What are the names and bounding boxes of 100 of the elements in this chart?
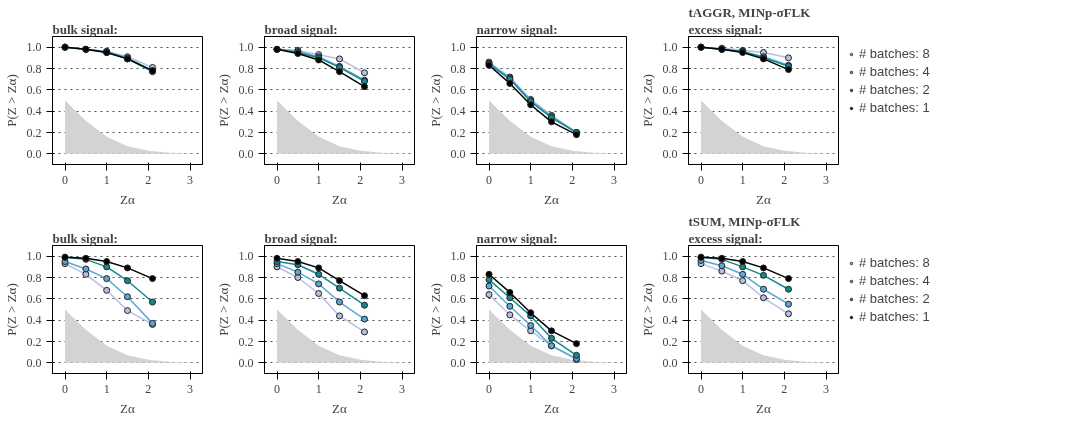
x-tick-label: 3: [611, 381, 617, 396]
y-tick-label: 0.0: [450, 146, 466, 161]
y-tick-label: 0.4: [662, 104, 678, 119]
legend-label: # batches: 1: [859, 100, 930, 115]
x-tick-label: 0: [62, 381, 68, 396]
y-tick-label: 0.4: [238, 104, 254, 119]
x-tick-label: 2: [781, 381, 788, 396]
chart-title: tAGGR, MINp-σFLK: [688, 4, 812, 20]
x-tick-label: 0: [62, 172, 68, 187]
y-tick-label: 0.8: [26, 61, 42, 76]
chart-title: broad signal:: [264, 230, 338, 246]
x-axis-title: Zα: [544, 400, 560, 416]
y-tick-label: 0.2: [450, 334, 466, 349]
x-tick-label: 1: [315, 172, 322, 187]
x-tick-label: 1: [103, 172, 110, 187]
x-axis-title: Zα: [756, 191, 772, 207]
y-tick-label: 0.6: [26, 291, 42, 306]
y-tick-label: 1.0: [238, 249, 254, 264]
chart-title: bulk signal:: [52, 21, 118, 37]
x-tick-label: 2: [357, 381, 364, 396]
y-tick-label: 0.6: [450, 291, 466, 306]
x-tick-label: 0: [698, 381, 704, 396]
chart-subtitle: excess signal:: [688, 21, 763, 37]
y-tick-label: 0.8: [450, 270, 466, 285]
chart-subtitle: excess signal:: [688, 230, 763, 246]
x-tick-label: 2: [781, 172, 788, 187]
y-tick-label: 0.6: [662, 82, 678, 97]
y-tick-label: 1.0: [450, 249, 466, 264]
y-tick-label: 1.0: [238, 40, 254, 55]
x-tick-label: 3: [187, 381, 193, 396]
x-tick-label: 1: [103, 381, 110, 396]
y-tick-label: 0.0: [662, 355, 678, 370]
legend-label: # batches: 4: [859, 273, 930, 288]
x-tick-label: 0: [274, 381, 280, 396]
y-tick-label: 0.4: [450, 313, 466, 328]
x-tick-label: 3: [399, 381, 405, 396]
x-tick-label: 0: [274, 172, 280, 187]
y-tick-label: 0.0: [238, 146, 254, 161]
y-tick-label: 0.2: [662, 125, 678, 140]
y-tick-label: 0.4: [26, 104, 42, 119]
legend-label: # batches: 2: [859, 82, 930, 97]
y-tick-label: 0.6: [26, 82, 42, 97]
chart-title: narrow signal:: [476, 230, 558, 246]
y-tick-label: 0.2: [26, 334, 42, 349]
x-tick-label: 0: [486, 172, 492, 187]
x-tick-label: 3: [611, 172, 617, 187]
y-axis-title: P(Z > Zα): [3, 283, 19, 336]
x-tick-label: 3: [823, 172, 829, 187]
legend-label: # batches: 2: [859, 291, 930, 306]
x-axis-title: Zα: [120, 191, 136, 207]
x-tick-label: 2: [569, 381, 576, 396]
x-tick-label: 1: [315, 381, 322, 396]
y-tick-label: 1.0: [662, 40, 678, 55]
x-tick-label: 0: [486, 381, 492, 396]
x-tick-label: 1: [527, 172, 534, 187]
y-tick-label: 1.0: [662, 249, 678, 264]
y-tick-label: 0.8: [238, 270, 254, 285]
chart-title: tSUM, MINp-σFLK: [688, 213, 802, 229]
y-axis-title: P(Z > Zα): [427, 74, 443, 127]
y-tick-label: 0.2: [238, 125, 254, 140]
x-tick-label: 2: [357, 172, 364, 187]
y-tick-label: 0.6: [662, 291, 678, 306]
y-tick-label: 0.2: [238, 334, 254, 349]
chart-title: bulk signal:: [52, 230, 118, 246]
y-axis-title: P(Z > Zα): [639, 283, 655, 336]
x-tick-label: 0: [698, 172, 704, 187]
x-axis-title: Zα: [332, 191, 348, 207]
y-tick-label: 0.4: [662, 313, 678, 328]
y-tick-label: 1.0: [26, 249, 42, 264]
y-tick-label: 0.4: [238, 313, 254, 328]
y-axis-title: P(Z > Zα): [427, 283, 443, 336]
legend-label: # batches: 1: [859, 309, 930, 324]
x-axis-title: Zα: [756, 400, 772, 416]
y-tick-label: 1.0: [450, 40, 466, 55]
y-axis-title: P(Z > Zα): [3, 74, 19, 127]
y-tick-label: 0.4: [450, 104, 466, 119]
x-tick-label: 3: [187, 172, 193, 187]
x-tick-label: 1: [527, 381, 534, 396]
y-axis-title: P(Z > Zα): [639, 74, 655, 127]
y-axis-title: P(Z > Zα): [215, 74, 231, 127]
y-tick-label: 0.8: [662, 61, 678, 76]
legend-label: # batches: 4: [859, 64, 930, 79]
x-axis-title: Zα: [332, 400, 348, 416]
y-tick-label: 0.2: [450, 125, 466, 140]
y-tick-label: 0.6: [238, 291, 254, 306]
chart-title: broad signal:: [264, 21, 338, 37]
x-tick-label: 2: [145, 172, 152, 187]
x-axis-title: Zα: [120, 400, 136, 416]
legend-label: # batches: 8: [859, 255, 930, 270]
chart-title: narrow signal:: [476, 21, 558, 37]
y-tick-label: 0.2: [662, 334, 678, 349]
x-tick-label: 2: [145, 381, 152, 396]
y-tick-label: 1.0: [26, 40, 42, 55]
y-tick-label: 0.4: [26, 313, 42, 328]
legend-label: # batches: 8: [859, 46, 930, 61]
y-tick-label: 0.0: [662, 146, 678, 161]
y-tick-label: 0.0: [238, 355, 254, 370]
y-tick-label: 0.6: [450, 82, 466, 97]
x-tick-label: 1: [739, 172, 746, 187]
y-axis-title: P(Z > Zα): [215, 283, 231, 336]
